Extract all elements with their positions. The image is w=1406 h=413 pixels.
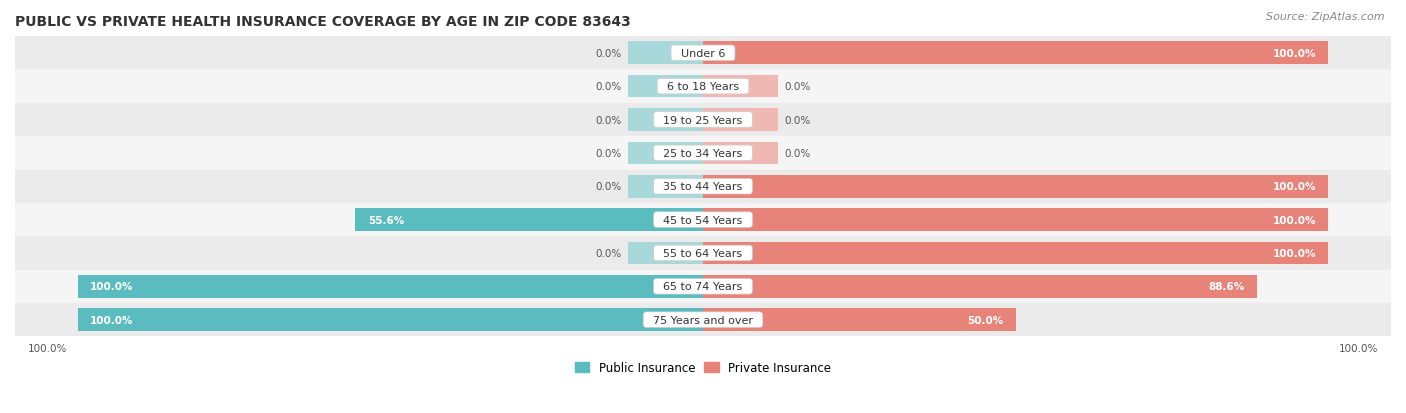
Bar [628,142,703,165]
Text: 88.6%: 88.6% [1208,282,1244,292]
Bar [15,170,1391,204]
Bar [356,209,703,231]
Text: 0.0%: 0.0% [595,115,621,125]
Text: 100.0%: 100.0% [1272,182,1316,192]
Text: Under 6: Under 6 [673,49,733,59]
Text: 0.0%: 0.0% [595,49,621,59]
Text: 100.0%: 100.0% [1272,215,1316,225]
Text: 75 Years and over: 75 Years and over [645,315,761,325]
Text: 55 to 64 Years: 55 to 64 Years [657,248,749,258]
Bar [15,137,1391,170]
Text: 100.0%: 100.0% [1272,49,1316,59]
Bar [703,309,1015,331]
Text: 0.0%: 0.0% [785,115,811,125]
Text: 100.0%: 100.0% [90,282,134,292]
Text: 55.6%: 55.6% [368,215,404,225]
Bar [703,76,778,98]
Bar [15,37,1391,70]
Text: 6 to 18 Years: 6 to 18 Years [659,82,747,92]
Bar [77,275,703,298]
Text: 25 to 34 Years: 25 to 34 Years [657,149,749,159]
Text: Source: ZipAtlas.com: Source: ZipAtlas.com [1267,12,1385,22]
Text: 0.0%: 0.0% [595,182,621,192]
Text: 0.0%: 0.0% [595,82,621,92]
Bar [703,109,778,131]
Bar [15,204,1391,237]
Bar [628,43,703,65]
Text: 100.0%: 100.0% [1272,248,1316,258]
Text: 100.0%: 100.0% [28,343,67,353]
Text: 50.0%: 50.0% [967,315,1004,325]
Text: PUBLIC VS PRIVATE HEALTH INSURANCE COVERAGE BY AGE IN ZIP CODE 83643: PUBLIC VS PRIVATE HEALTH INSURANCE COVER… [15,15,631,29]
Text: 100.0%: 100.0% [1339,343,1378,353]
Bar [703,275,1257,298]
Bar [15,70,1391,104]
Text: 19 to 25 Years: 19 to 25 Years [657,115,749,125]
Bar [703,242,1329,265]
Bar [15,270,1391,303]
Bar [628,76,703,98]
Legend: Public Insurance, Private Insurance: Public Insurance, Private Insurance [571,356,835,379]
Bar [703,209,1329,231]
Bar [628,242,703,265]
Text: 0.0%: 0.0% [785,149,811,159]
Text: 65 to 74 Years: 65 to 74 Years [657,282,749,292]
Text: 0.0%: 0.0% [785,82,811,92]
Bar [628,176,703,198]
Text: 0.0%: 0.0% [595,149,621,159]
Bar [15,237,1391,270]
Bar [703,43,1329,65]
Bar [703,176,1329,198]
Bar [703,142,778,165]
Text: 0.0%: 0.0% [595,248,621,258]
Bar [77,309,703,331]
Text: 35 to 44 Years: 35 to 44 Years [657,182,749,192]
Text: 45 to 54 Years: 45 to 54 Years [657,215,749,225]
Text: 100.0%: 100.0% [90,315,134,325]
Bar [628,109,703,131]
Bar [15,104,1391,137]
Bar [15,303,1391,337]
